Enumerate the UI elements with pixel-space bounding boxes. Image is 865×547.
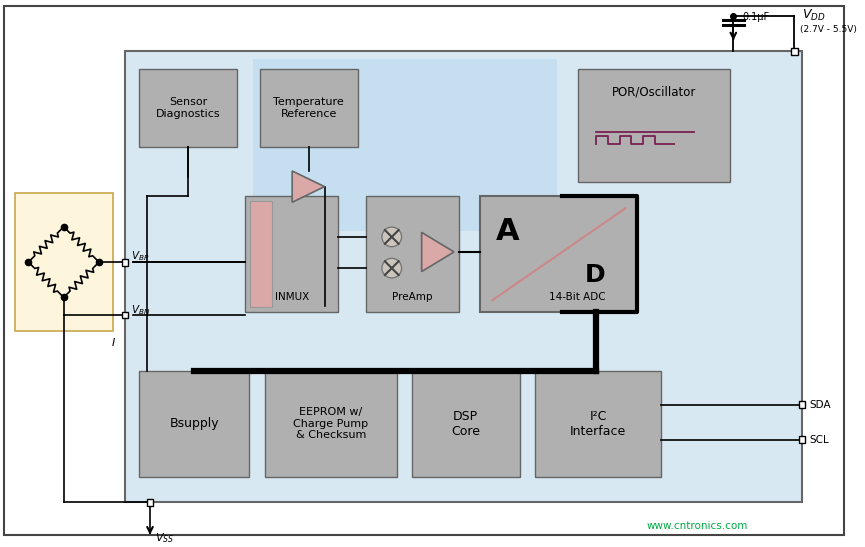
Polygon shape <box>421 232 454 271</box>
Text: PreAmp: PreAmp <box>392 292 432 302</box>
Text: INMUX: INMUX <box>274 292 309 302</box>
Text: 0.1μF: 0.1μF <box>742 12 769 22</box>
Bar <box>122 312 128 318</box>
Text: SCL: SCL <box>810 435 830 445</box>
Text: SDA: SDA <box>810 400 831 410</box>
Bar <box>122 259 128 265</box>
Text: I²C
Interface: I²C Interface <box>570 410 626 438</box>
Circle shape <box>382 227 401 247</box>
Text: Sensor
Diagnostics: Sensor Diagnostics <box>156 97 221 119</box>
Text: $V_{BN}$: $V_{BN}$ <box>131 303 151 317</box>
Bar <box>798 401 805 408</box>
Text: www.cntronics.com: www.cntronics.com <box>647 521 748 531</box>
Bar <box>535 371 661 477</box>
Bar <box>260 69 358 147</box>
Bar <box>245 196 338 312</box>
Bar <box>139 371 249 477</box>
Bar <box>579 69 730 182</box>
Text: I: I <box>112 339 115 348</box>
Circle shape <box>382 258 401 278</box>
Bar <box>250 201 272 307</box>
Text: 14-Bit ADC: 14-Bit ADC <box>549 292 606 302</box>
Bar <box>412 371 520 477</box>
Bar <box>265 371 397 477</box>
Bar <box>798 437 805 443</box>
Text: (2.7V - 5.5V): (2.7V - 5.5V) <box>800 25 857 34</box>
Text: DSP
Core: DSP Core <box>452 410 480 438</box>
Text: POR/Oscillator: POR/Oscillator <box>612 85 696 98</box>
Bar <box>146 499 153 506</box>
Text: Temperature
Reference: Temperature Reference <box>273 97 344 119</box>
Bar <box>139 69 237 147</box>
Bar <box>15 194 112 331</box>
Bar <box>791 48 798 55</box>
Text: Bsupply: Bsupply <box>170 417 219 430</box>
Bar <box>253 59 557 231</box>
Text: $V_{DD}$: $V_{DD}$ <box>802 8 825 23</box>
Bar <box>366 196 458 312</box>
Polygon shape <box>292 171 324 202</box>
Text: $V_{SS}$: $V_{SS}$ <box>155 532 174 545</box>
Text: D: D <box>585 263 605 287</box>
Text: $V_{BP}$: $V_{BP}$ <box>131 249 150 263</box>
Bar <box>125 51 802 502</box>
Bar <box>480 196 638 312</box>
Text: A: A <box>496 217 520 246</box>
Text: EEPROM w/
Charge Pump
& Checksum: EEPROM w/ Charge Pump & Checksum <box>293 408 368 440</box>
